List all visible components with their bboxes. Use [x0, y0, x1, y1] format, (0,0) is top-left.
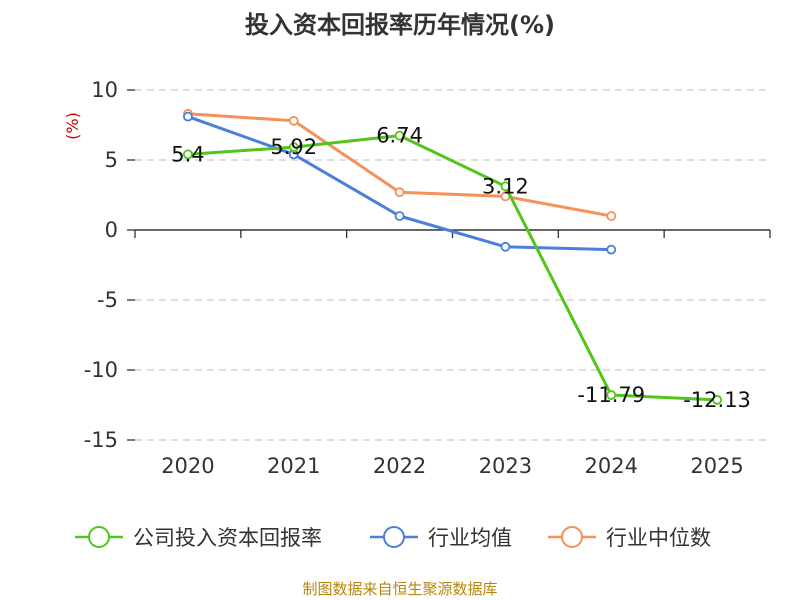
data-label: -11.79 [577, 383, 645, 407]
data-point [394, 211, 405, 221]
legend-label: 公司投入资本回报率 [133, 526, 322, 550]
y-tick-label: -5 [97, 288, 118, 312]
chart-title: 投入资本回报率历年情况(%) [245, 11, 555, 39]
legend-swatch-marker [383, 526, 405, 548]
data-point [606, 390, 617, 400]
y-axis-label: (%) [63, 112, 82, 140]
y-tick-label: -15 [84, 428, 118, 452]
x-tick-label: 2022 [373, 454, 426, 478]
data-point [288, 142, 299, 153]
x-tick-label: 2020 [161, 454, 214, 478]
y-tick-label: -10 [84, 358, 118, 382]
y-tick-label: 5 [105, 148, 118, 172]
data-point [500, 181, 511, 192]
data-point [606, 211, 617, 221]
grid-lines [135, 89, 770, 441]
data-point [500, 241, 511, 252]
x-tick-label: 2021 [267, 454, 320, 478]
data-label: 3.12 [482, 174, 529, 198]
x-tick-label: 2025 [690, 454, 743, 478]
x-axis-ticks: 2020 2021 2022 2023 2024 2025 [161, 454, 744, 478]
data-point [606, 244, 617, 255]
data-point [712, 394, 722, 405]
data-point [394, 130, 405, 141]
y-tick-label: 10 [91, 78, 118, 102]
legend-swatch-marker [88, 526, 110, 548]
data-label: -12.13 [683, 388, 751, 412]
x-tick-label: 2023 [479, 454, 532, 478]
data-label: 5.4 [171, 142, 204, 166]
x-tick-label: 2024 [585, 454, 638, 478]
data-point [183, 149, 193, 160]
y-tick-label: 0 [105, 218, 118, 242]
data-point [183, 111, 193, 122]
series-line [187, 134, 718, 402]
y-axis-ticks: 10 5 0 -5 -10 -15 [84, 78, 135, 452]
legend-label: 行业均值 [428, 526, 512, 550]
series-group [183, 108, 722, 405]
data-point [288, 115, 299, 126]
source-note: 制图数据来自恒生聚源数据库 [302, 580, 497, 598]
data-labels: 5.4 5.92 6.74 3.12 -11.79 -12.13 [171, 124, 751, 412]
legend-swatch-marker [561, 526, 583, 548]
data-label: 5.92 [270, 135, 317, 159]
data-point [394, 187, 405, 198]
legend-label: 行业中位数 [606, 526, 711, 550]
data-label: 6.74 [376, 124, 423, 148]
legend: 公司投入资本回报率 行业均值 行业中位数 [75, 526, 711, 550]
